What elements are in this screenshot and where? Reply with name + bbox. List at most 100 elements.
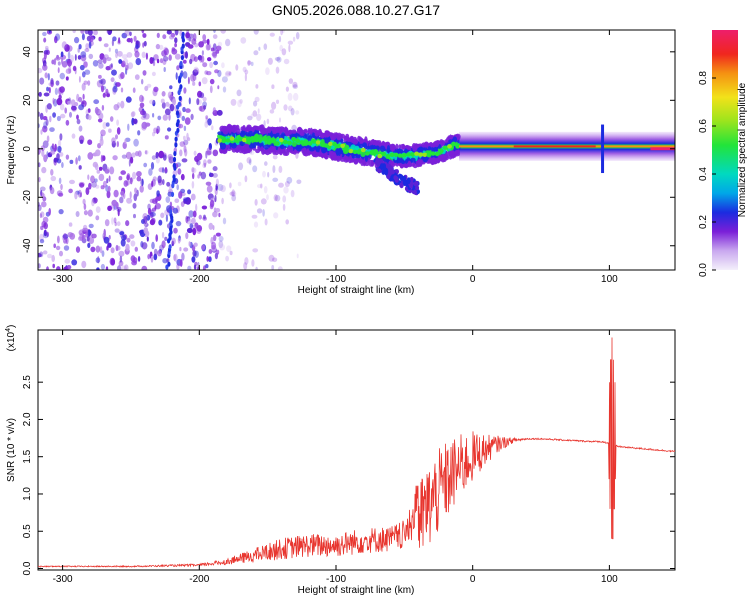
noise-blob: [213, 234, 217, 242]
noise-blob: [258, 46, 261, 51]
noise-blob: [102, 121, 107, 130]
noise-blob: [143, 40, 147, 47]
noise-blob: [95, 206, 101, 214]
noise-blob: [68, 188, 73, 194]
noise-blob: [273, 194, 278, 202]
noise-blob: [220, 185, 226, 193]
noise-blob: [68, 222, 73, 227]
noise-blob: [155, 157, 160, 164]
streak-blob: [180, 55, 184, 61]
x-tick-label: -100: [326, 274, 346, 285]
noise-blob: [109, 116, 114, 122]
cb-tick-label: 0.8: [698, 71, 709, 85]
band-blob: [336, 134, 342, 141]
streak-blob: [178, 95, 182, 101]
band-blob: [358, 143, 364, 148]
noise-blob: [201, 244, 206, 251]
noise-blob: [196, 158, 199, 165]
noise-blob: [158, 150, 165, 159]
noise-blob: [53, 98, 58, 107]
noise-blob: [164, 135, 169, 140]
noise-blob: [40, 192, 45, 198]
noise-blob: [267, 57, 273, 65]
band-blob: [336, 155, 341, 162]
noise-blob: [212, 107, 216, 114]
noise-blob: [113, 189, 119, 198]
noise-blob: [208, 222, 214, 230]
noise-blob: [133, 213, 136, 219]
noise-blob: [148, 168, 153, 176]
noise-blob: [83, 61, 88, 68]
noise-blob: [43, 222, 48, 230]
noise-blob: [65, 119, 70, 126]
band-blob: [321, 147, 327, 153]
center-point: [356, 149, 362, 154]
noise-blob: [288, 105, 293, 112]
noise-blob: [126, 174, 130, 181]
noise-blob: [218, 240, 224, 249]
x-tick-label: -200: [189, 574, 209, 585]
band-blob: [412, 144, 418, 152]
band-blob: [352, 136, 357, 143]
band-blob: [305, 133, 311, 140]
noise-blob: [199, 57, 203, 63]
noise-blob: [113, 104, 120, 111]
noise-blob: [43, 92, 50, 97]
noise-blob: [67, 45, 73, 52]
noise-blob: [107, 30, 113, 35]
noise-blob: [183, 87, 187, 94]
noise-blob: [158, 219, 163, 226]
noise-blob: [174, 30, 179, 36]
snr-series: [38, 337, 675, 569]
noise-blob: [60, 183, 63, 191]
noise-blob: [106, 190, 111, 199]
noise-blob: [141, 242, 148, 250]
noise-blob: [248, 159, 252, 166]
noise-blob: [87, 108, 91, 113]
branch-blob: [412, 189, 417, 195]
spectrogram-frame: [37, 29, 676, 271]
noise-blob: [206, 256, 209, 262]
band-blob: [314, 131, 319, 137]
noise-blob: [57, 61, 61, 66]
noise-blob: [250, 61, 254, 67]
noise-blob: [105, 66, 111, 71]
branch-blob: [409, 181, 414, 187]
band-blob: [357, 135, 361, 142]
noise-blob: [244, 73, 247, 82]
noise-blob: [175, 220, 182, 227]
noise-blob: [198, 81, 202, 87]
noise-blob: [202, 163, 206, 169]
noise-blob: [104, 168, 110, 174]
noise-blob: [42, 232, 49, 239]
noise-blob: [98, 112, 104, 120]
noise-blob: [114, 221, 117, 227]
noise-blob: [93, 197, 96, 203]
noise-blob: [283, 186, 289, 194]
noise-blob: [174, 43, 178, 48]
snr-panel: -300 -200 -100 0 100 0.0 0.5 1.0 1.5 2.0 2.5 Heigh…: [5, 325, 676, 596]
band-blob: [368, 145, 373, 150]
noise-blob: [198, 105, 203, 112]
band-blob: [296, 128, 301, 134]
noise-blob: [290, 108, 295, 116]
center-point: [447, 144, 452, 149]
noise-blob: [118, 59, 123, 64]
noise-blob: [48, 30, 51, 34]
noise-blob: [212, 225, 215, 231]
noise-blob: [88, 53, 94, 60]
center-point: [414, 151, 419, 156]
noise-blob: [157, 115, 162, 121]
noise-blob: [38, 253, 42, 258]
noise-blob: [59, 152, 64, 157]
noise-blob: [88, 236, 95, 244]
cb-tick-label: 0.6: [698, 119, 709, 133]
noise-blob: [207, 118, 212, 126]
noise-blob: [87, 152, 94, 160]
noise-blob: [160, 212, 165, 219]
branch-blob: [377, 168, 382, 174]
branch-blob: [381, 169, 386, 175]
noise-blob: [183, 145, 187, 153]
figure-title: GN05.2026.088.10.27.G17: [272, 2, 440, 18]
noise-blob: [68, 65, 72, 74]
